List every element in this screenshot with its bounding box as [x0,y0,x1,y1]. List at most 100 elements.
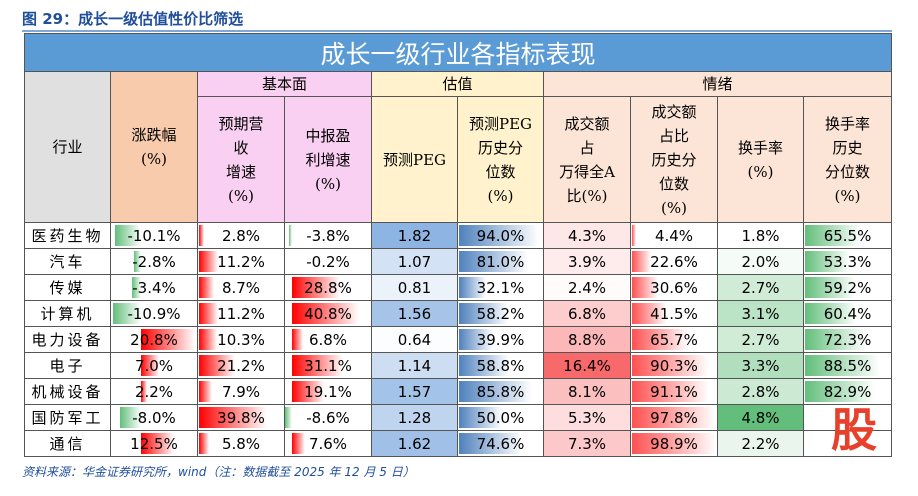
cell-value: 50.0% [476,408,525,427]
cell-col-5: 32.1% [457,274,544,301]
cell-value: 0.64 [397,330,432,349]
header-peg-percentile: 预测PEG 历史分 位数 (%) [457,96,544,223]
table-row: 国防军工 -8.0% 39.8% -8.6% 1.28 50.0% 5.3% 97.8% 4.8… [24,404,893,431]
data-bar [292,277,340,298]
cell-col-6: 6.8% [543,300,631,327]
cell-value: 91.1% [650,382,698,401]
cell-col-4: 0.81 [371,274,458,301]
data-bar [632,225,636,246]
cell-value: 电力设备 [31,331,104,349]
cell-value: 8.7% [221,278,261,297]
cell-value: 1.57 [397,382,432,401]
cell-value: 31.1% [304,356,352,375]
data-bar [805,329,867,350]
cell-col-6: 4.3% [543,222,631,249]
cell-value: 计算机 [40,305,95,323]
cell-col-5: 50.0% [457,404,544,431]
cell-col-9: 60.4% [802,300,893,327]
cell-col-3: 28.8% [284,274,372,301]
cell-col-3: 31.1% [284,352,372,379]
cell-col-1: -10.9% [110,300,198,327]
data-bar [141,355,160,376]
cell-value: 81.0% [476,252,525,271]
cell-col-4: 1.07 [371,248,458,275]
cell-col-0: 通信 [24,430,111,457]
header-industry: 行业 [24,71,111,223]
data-bar [292,381,324,402]
cell-value: 4.4% [654,226,694,245]
data-bar [292,303,360,324]
data-bar [459,251,528,272]
cell-value: 19.1% [304,382,352,401]
cell-col-7: 65.7% [630,326,718,353]
cell-col-5: 85.8% [457,378,544,405]
cell-col-1: 2.2% [110,378,198,405]
table-row: 医药生物 -10.1% 2.8% -3.8% 1.82 94.0% 4.3% 4.4% 1.8%… [24,222,893,249]
cell-col-1: 20.8% [110,326,198,353]
data-bar [199,251,219,272]
cell-value: 40.8% [304,304,352,323]
cell-col-2: 5.8% [197,430,285,457]
header-revenue-growth: 预期营 收 增速 (%) [197,96,285,223]
data-bar [459,433,523,454]
cell-value: 12.5% [130,434,178,453]
cell-col-1: -10.1% [110,222,198,249]
cell-col-9: 72.3% [802,326,893,353]
cell-value: -8.0% [132,408,176,427]
cell-value: 41.5% [650,304,698,323]
cell-value: 82.9% [823,382,872,401]
cell-value: 59.2% [823,278,872,297]
data-bar [120,407,141,428]
cell-value: 1.28 [397,408,432,427]
data-bar [805,277,856,298]
cell-col-2: 10.3% [197,326,285,353]
cell-value: 53.3% [823,252,872,271]
cell-col-7: 30.6% [630,274,718,301]
data-bar [632,303,668,324]
cell-value: -10.9% [127,304,181,323]
cell-value: 2.8% [221,226,261,245]
data-bar [459,329,493,350]
header-profit-growth: 中报盈 利增速 (%) [284,96,372,223]
cell-value: 7.0% [134,356,174,375]
cell-value: 20.8% [130,330,178,349]
cell-col-3: -8.6% [284,404,372,431]
cell-col-6: 2.4% [543,274,631,301]
cell-value: -10.1% [127,226,181,245]
cell-col-3: -3.8% [284,222,372,249]
data-bar [199,277,214,298]
table-row: 电力设备 20.8% 10.3% 6.8% 0.64 39.9% 8.8% 65.7% 2.7%… [24,326,893,353]
cell-value: 85.8% [476,382,525,401]
cell-value: 6.8% [308,330,348,349]
table-row: 汽车 -2.8% 11.2% -0.2% 1.07 81.0% 3.9% 22.6% 2.0% 5… [24,248,893,275]
cell-value: 5.8% [221,434,261,453]
cell-value: 0.81 [397,278,432,297]
cell-value: 机械设备 [31,383,104,401]
data-bar [292,329,304,350]
cell-value: 2.2% [741,434,780,453]
cell-value: 2.4% [567,278,607,297]
cell-value: 传媒 [49,279,86,297]
cell-value: 5.3% [567,408,607,427]
table-row: 传媒 -3.4% 8.7% 28.8% 0.81 32.1% 2.4% 30.6% 2.7% 59… [24,274,893,301]
cell-value: -2.8% [132,252,176,271]
cell-col-8: 2.2% [717,430,804,457]
data-bar [292,355,344,376]
cell-col-4: 1.14 [371,352,458,379]
data-bar [805,381,876,402]
cell-value: 电子 [49,357,86,375]
group-fundamentals: 基本面 [197,71,372,97]
cell-col-4: 1.28 [371,404,458,431]
cell-col-6: 8.1% [543,378,631,405]
data-bar [632,407,716,428]
cell-col-8: 2.8% [717,378,804,405]
figure-caption: 图 29：成长一级估值性价比筛选 [22,10,244,28]
data-bar [459,303,509,324]
cell-value: 58.8% [476,356,525,375]
cell-value: 30.6% [650,278,698,297]
cell-value: 3.1% [741,304,780,323]
cell-value: 11.2% [217,252,265,271]
source-note: 资料来源：华金证券研究所，wind（注：数据截至 2025 年 12 月 5 日… [22,465,415,479]
cell-col-8: 2.0% [717,248,804,275]
cell-col-8: 1.8% [717,222,804,249]
